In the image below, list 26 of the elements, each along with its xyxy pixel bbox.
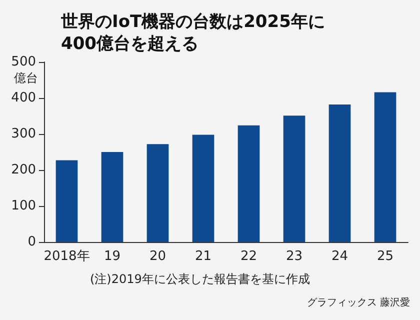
x-tick-label: 25 [376,249,394,264]
y-tick-label: 400 [11,90,36,106]
text: (注)2019年に公表した報告書を基に作成 [90,272,310,286]
bar [146,144,169,242]
x-tick-label: 23 [286,249,303,264]
y-axis-title: 億台 [14,71,38,85]
x-tick-label: 20 [149,249,166,264]
x-tick-label: 21 [194,249,212,264]
text: グラフィックス 藤沢愛 [306,296,410,308]
y-tick-label: 300 [11,126,36,142]
y-tick-label: 100 [11,198,36,214]
y-tick-label: 500 [11,54,36,70]
bar [374,92,396,242]
bar [101,152,124,242]
y-tick-label: 200 [11,162,36,178]
x-tick-label: 2018年 [44,249,90,264]
x-tick-label: 19 [104,249,121,264]
bar [328,104,351,242]
chart-title: 世界のIoT機器の台数は2025年に 400億台を超える [60,12,325,54]
x-tick-label: 22 [240,249,258,264]
bar [56,160,78,242]
bar [192,134,214,242]
x-tick-label: 24 [331,249,348,264]
y-tick-label: 0 [28,234,36,250]
bar [238,125,260,242]
bar [283,116,306,242]
